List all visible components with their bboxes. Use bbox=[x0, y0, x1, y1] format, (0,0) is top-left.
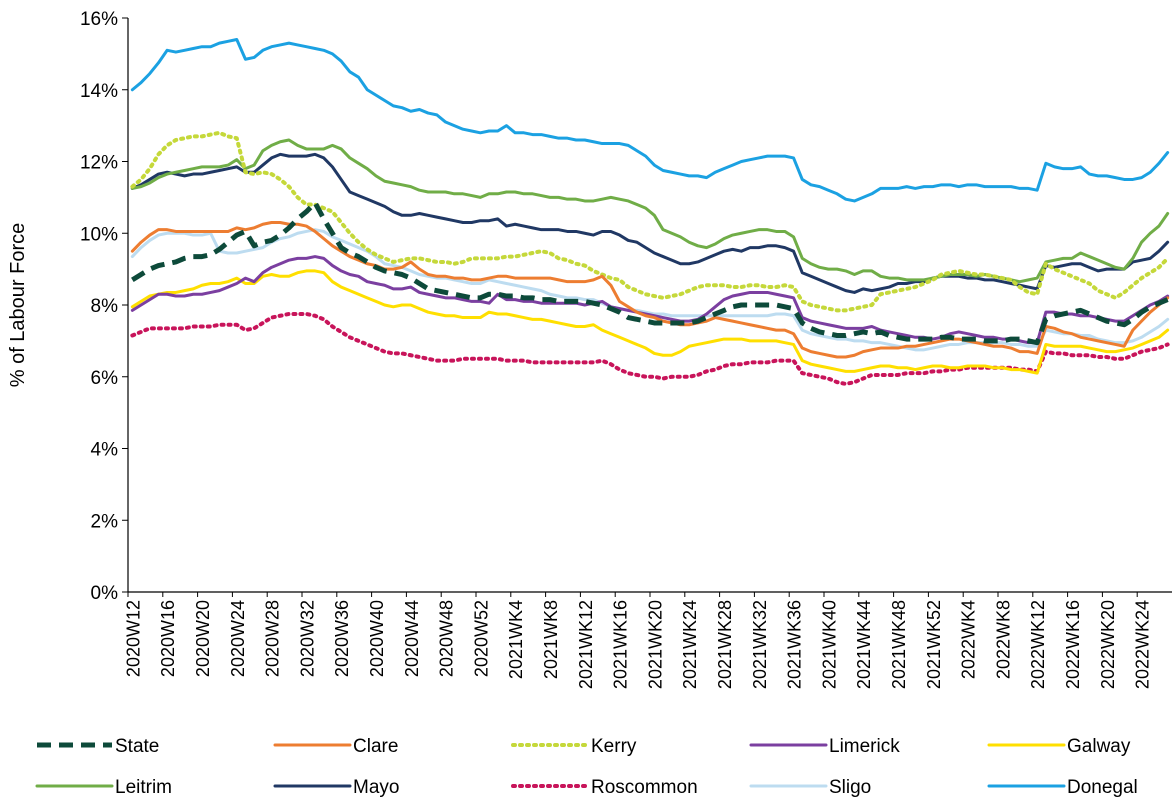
legend-label: Mayo bbox=[353, 777, 399, 798]
y-tick-label: 14% bbox=[80, 81, 118, 102]
x-tick-label: 2021WK52 bbox=[924, 600, 944, 689]
series-line bbox=[130, 269, 1170, 375]
x-tick-label: 2021WK8 bbox=[541, 600, 561, 679]
legend-label: Kerry bbox=[591, 736, 637, 757]
x-tick-label: 2020W12 bbox=[123, 600, 143, 677]
x-tick-label: 2020W20 bbox=[193, 600, 213, 677]
x-tick-label: 2020W28 bbox=[263, 600, 283, 677]
series-line bbox=[130, 255, 1170, 345]
x-tick-label: 2022WK20 bbox=[1098, 600, 1118, 689]
legend-label: Galway bbox=[1067, 736, 1131, 757]
x-tick-label: 2020W48 bbox=[437, 600, 457, 677]
x-tick-label: 2022WK12 bbox=[1028, 600, 1048, 689]
x-tick-label: 2022WK4 bbox=[959, 600, 979, 679]
series-line bbox=[130, 228, 1170, 352]
series-line bbox=[131, 200, 1169, 346]
x-tick-label: 2020W44 bbox=[402, 600, 422, 677]
series-line bbox=[130, 38, 1170, 203]
x-tick-label: 2020W24 bbox=[228, 600, 248, 677]
legend-label: Leitrim bbox=[115, 777, 172, 798]
x-tick-label: 2022WK16 bbox=[1063, 600, 1083, 689]
x-tick-label: 2021WK36 bbox=[785, 600, 805, 689]
series-line bbox=[130, 152, 1170, 294]
x-tick-label: 2021WK32 bbox=[750, 600, 770, 689]
series-line bbox=[130, 130, 1170, 313]
x-tick-label: 2021WK28 bbox=[715, 600, 735, 689]
x-tick-label: 2021WK40 bbox=[819, 600, 839, 689]
x-tick-label: 2021WK4 bbox=[506, 600, 526, 679]
y-tick-label: 8% bbox=[91, 296, 119, 317]
series-line bbox=[130, 220, 1170, 359]
y-axis-title: % of Labour Force bbox=[7, 223, 29, 388]
legend-label: Clare bbox=[353, 736, 398, 757]
legend-label: Roscommon bbox=[591, 777, 698, 798]
x-tick-label: 2021WK16 bbox=[611, 600, 631, 689]
x-tick-label: 2020W52 bbox=[471, 600, 491, 677]
x-tick-label: 2021WK20 bbox=[645, 600, 665, 689]
y-tick-label: 16% bbox=[80, 9, 118, 30]
x-tick-label: 2020W40 bbox=[367, 600, 387, 677]
legend-label: Sligo bbox=[829, 777, 871, 798]
x-tick-label: 2021WK12 bbox=[576, 600, 596, 689]
legend-label: State bbox=[115, 736, 159, 757]
legend-label: Donegal bbox=[1067, 777, 1138, 798]
x-tick-label: 2020W32 bbox=[297, 600, 317, 677]
y-tick-label: 12% bbox=[80, 153, 118, 174]
x-tick-label: 2022WK8 bbox=[993, 600, 1013, 679]
x-tick-label: 2022WK24 bbox=[1133, 600, 1153, 689]
y-tick-label: 4% bbox=[91, 440, 119, 461]
x-tick-label: 2020W36 bbox=[332, 600, 352, 677]
y-tick-label: 6% bbox=[91, 368, 119, 389]
x-tick-label: 2021WK44 bbox=[854, 600, 874, 689]
x-tick-label: 2021WK24 bbox=[680, 600, 700, 689]
x-tick-label: 2021WK48 bbox=[889, 600, 909, 689]
y-tick-label: 2% bbox=[91, 511, 119, 532]
legend-label: Limerick bbox=[829, 736, 900, 757]
x-tick-label: 2020W16 bbox=[158, 600, 178, 677]
y-tick-label: 10% bbox=[80, 224, 118, 245]
y-tick-label: 0% bbox=[91, 583, 119, 604]
